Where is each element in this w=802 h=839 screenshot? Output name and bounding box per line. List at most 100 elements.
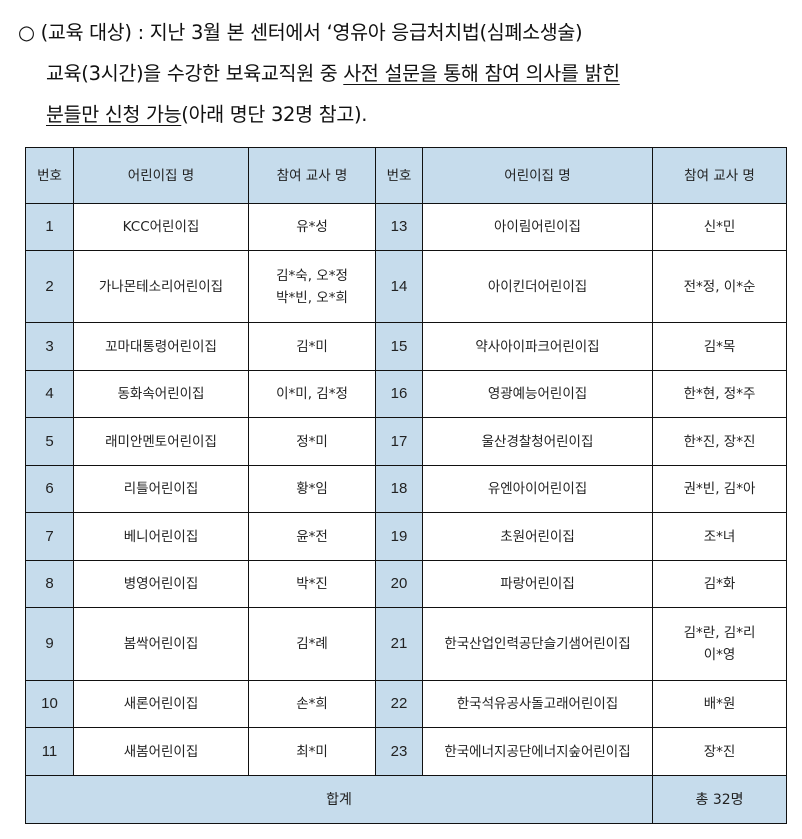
row-number: 9 (25, 607, 74, 681)
teacher-line: 배*원 (703, 696, 736, 712)
teacher-names: 신*민 (652, 203, 787, 251)
intro-line-2: 교육(3시간)을 수강한 보육교직원 중 사전 설문을 통해 참여 의사를 밝힌 (18, 53, 802, 94)
teacher-line: 최*미 (296, 743, 328, 760)
intro-line-3: 분들만 신청 가능(아래 명단 32명 참고). (18, 94, 802, 135)
row-number: 20 (375, 560, 423, 608)
daycare-name: 영광예능어린이집 (422, 370, 653, 418)
teacher-names: 윤*전 (248, 512, 376, 561)
teacher-line: 김*미 (296, 338, 328, 355)
total-label: 합계 (25, 775, 653, 824)
intro-underlined-text: 사전 설문을 통해 참여 의사를 밝힌 (343, 62, 620, 85)
teacher-line: 김*례 (296, 636, 328, 652)
teacher-line: 한*진, 장*진 (683, 433, 756, 450)
teacher-names: 김*화 (652, 560, 787, 608)
table-row: 9 봄싹어린이집 김*례 21 한국산업인력공단슬기샘어린이집 김*란, 김*리 이*영 (25, 607, 787, 681)
table-row: 3 꼬마대통령어린이집 김*미 15 약사아이파크어린이집 김*목 (25, 322, 787, 371)
daycare-name: 약사아이파크어린이집 (422, 322, 653, 371)
teacher-line: 박*진 (296, 576, 328, 592)
row-number: 23 (375, 727, 423, 776)
table-row: 5 래미안멘토어린이집 정*미 17 울산경찰청어린이집 한*진, 장*진 (25, 417, 787, 466)
row-number: 6 (25, 465, 74, 513)
daycare-name: 한국에너지공단에너지숲어린이집 (422, 727, 653, 776)
table-row: 8 병영어린이집 박*진 20 파랑어린이집 김*화 (25, 560, 787, 608)
daycare-name: 동화속어린이집 (73, 370, 249, 418)
teacher-line: 장*진 (703, 743, 736, 760)
row-number: 4 (25, 370, 74, 418)
table-row: 11 새봄어린이집 최*미 23 한국에너지공단에너지숲어린이집 장*진 (25, 727, 787, 776)
teacher-names: 조*녀 (652, 512, 787, 561)
daycare-name: 래미안멘토어린이집 (73, 417, 249, 466)
row-number: 18 (375, 465, 423, 513)
total-row: 합계 총 32명 (25, 775, 787, 824)
teacher-names: 박*진 (248, 560, 376, 608)
row-number: 14 (375, 250, 423, 323)
intro-text: (아래 명단 32명 참고). (181, 103, 368, 126)
row-number: 15 (375, 322, 423, 371)
row-number: 10 (25, 680, 74, 728)
table-row: 7 베니어린이집 윤*전 19 초원어린이집 조*녀 (25, 512, 787, 561)
daycare-name: 아이킨더어린이집 (422, 250, 653, 323)
row-number: 19 (375, 512, 423, 561)
row-number: 7 (25, 512, 74, 561)
daycare-name: 울산경찰청어린이집 (422, 417, 653, 466)
teacher-names: 손*희 (248, 680, 376, 728)
daycare-name: 한국석유공사돌고래어린이집 (422, 680, 653, 728)
teacher-names: 유*성 (248, 203, 376, 251)
header-daycare-name: 어린이집 명 (422, 147, 653, 204)
teacher-line: 김*목 (703, 338, 736, 355)
teacher-line: 이*영 (703, 647, 736, 663)
header-teachers: 참여 교사 명 (248, 147, 376, 204)
row-number: 3 (25, 322, 74, 371)
teacher-names: 김*목 (652, 322, 787, 371)
teacher-line: 이*미, 김*정 (276, 386, 348, 402)
teacher-names: 한*진, 장*진 (652, 417, 787, 466)
header-teachers: 참여 교사 명 (652, 147, 787, 204)
row-number: 2 (25, 250, 74, 323)
daycare-name: 베니어린이집 (73, 512, 249, 561)
table-header-row: 번호 어린이집 명 참여 교사 명 번호 어린이집 명 참여 교사 명 (25, 147, 787, 204)
daycare-name: 아이림어린이집 (422, 203, 653, 251)
teacher-line: 신*민 (703, 219, 736, 235)
daycare-name: 꼬마대통령어린이집 (73, 322, 249, 371)
teacher-line: 박*빈, 오*희 (276, 289, 348, 306)
teacher-line: 윤*전 (296, 528, 328, 545)
teacher-names: 김*례 (248, 607, 376, 681)
teacher-names: 김*숙, 오*정 박*빈, 오*희 (248, 250, 376, 323)
header-daycare-name: 어린이집 명 (73, 147, 249, 204)
teacher-names: 이*미, 김*정 (248, 370, 376, 418)
teacher-line: 김*화 (703, 576, 736, 592)
teacher-line: 전*정, 이*순 (683, 278, 756, 295)
table-row: 1 KCC어린이집 유*성 13 아이림어린이집 신*민 (25, 203, 787, 251)
teacher-names: 전*정, 이*순 (652, 250, 787, 323)
teacher-names: 김*미 (248, 322, 376, 371)
intro-text: (교육 대상) : 지난 3월 본 센터에서 ‘영유아 응급처치법(심폐소생술) (40, 21, 583, 44)
daycare-name: 병영어린이집 (73, 560, 249, 608)
teacher-names: 황*임 (248, 465, 376, 513)
row-number: 22 (375, 680, 423, 728)
teacher-line: 조*녀 (703, 528, 736, 545)
row-number: 21 (375, 607, 423, 681)
intro-paragraph: ○ (교육 대상) : 지난 3월 본 센터에서 ‘영유아 응급처치법(심폐소생… (18, 12, 802, 135)
daycare-name: 리틀어린이집 (73, 465, 249, 513)
teacher-names: 한*현, 정*주 (652, 370, 787, 418)
teacher-names: 권*빈, 김*아 (652, 465, 787, 513)
daycare-name: KCC어린이집 (73, 203, 249, 251)
table-row: 4 동화속어린이집 이*미, 김*정 16 영광예능어린이집 한*현, 정*주 (25, 370, 787, 418)
bullet-icon: ○ (18, 21, 35, 44)
teacher-line: 김*란, 김*리 (683, 625, 756, 641)
teacher-names: 최*미 (248, 727, 376, 776)
intro-underlined-text: 분들만 신청 가능 (46, 103, 182, 126)
daycare-name: 한국산업인력공단슬기샘어린이집 (422, 607, 653, 681)
teacher-names: 정*미 (248, 417, 376, 466)
row-number: 13 (375, 203, 423, 251)
daycare-name: 가나몬테소리어린이집 (73, 250, 249, 323)
row-number: 16 (375, 370, 423, 418)
teacher-line: 정*미 (296, 433, 328, 450)
header-no: 번호 (375, 147, 423, 204)
teacher-line: 손*희 (296, 696, 328, 712)
header-no: 번호 (25, 147, 74, 204)
teacher-line: 한*현, 정*주 (683, 386, 756, 402)
daycare-name: 파랑어린이집 (422, 560, 653, 608)
teacher-line: 권*빈, 김*아 (683, 481, 756, 497)
